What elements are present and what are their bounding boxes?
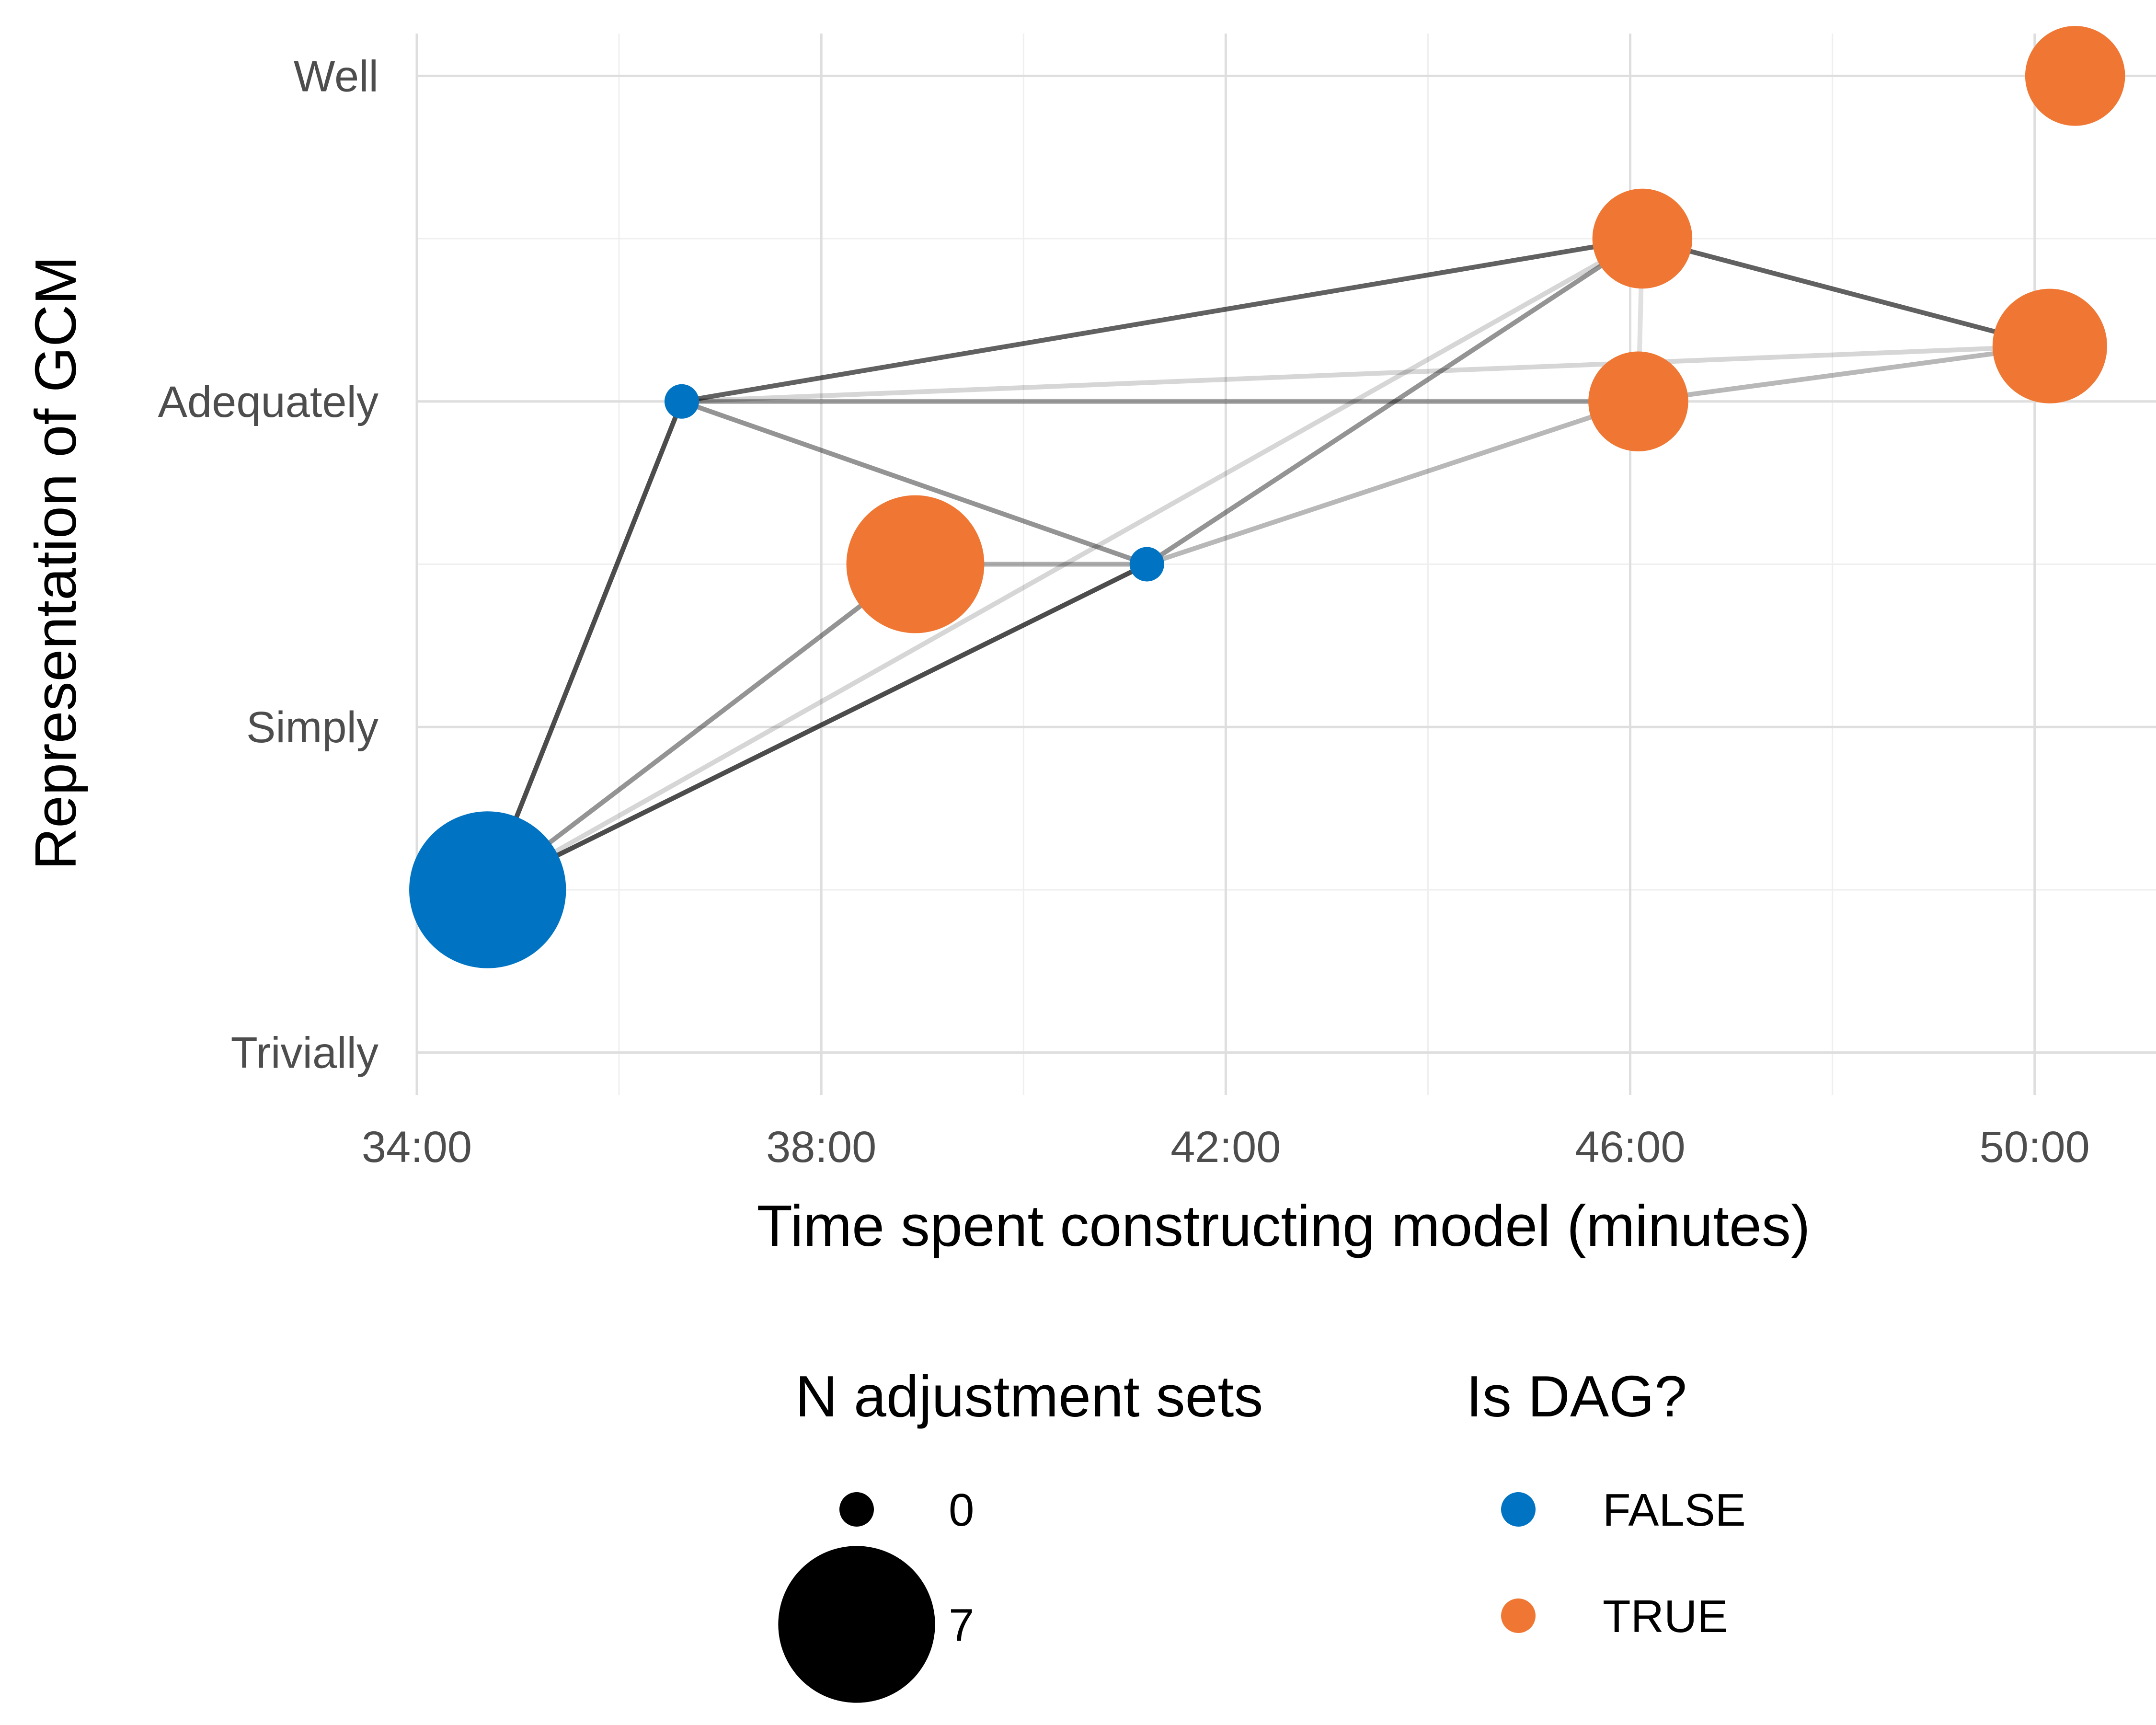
data-point [846, 495, 985, 633]
size-legend-label: 7 [949, 1599, 974, 1651]
connection-line [1144, 399, 1641, 567]
size-legend-key [839, 1492, 874, 1527]
data-point [2025, 26, 2125, 126]
y-axis-title: Representation of GCM [23, 256, 88, 870]
size-legend: N adjustment sets 07 [778, 1364, 1263, 1703]
x-axis-title: Time spent constructing model (minutes) [757, 1193, 1810, 1258]
y-tick-label: Simply [246, 703, 378, 752]
size-legend-entries: 07 [778, 1484, 974, 1703]
data-points [409, 26, 2125, 968]
x-axis-tick-labels: 34:00 38:00 42:00 46:00 50:00 [362, 1123, 2090, 1172]
color-legend-key [1501, 1492, 1536, 1527]
axes: 34:00 38:00 42:00 46:00 50:00 Trivially Simpl… [23, 52, 2090, 1258]
x-tick-label: 38:00 [766, 1123, 876, 1172]
color-legend-title: Is DAG? [1466, 1364, 1687, 1429]
y-tick-label: Well [294, 52, 378, 101]
data-point [1129, 547, 1164, 582]
connection-line [1640, 236, 2053, 349]
y-tick-label: Adequately [158, 378, 378, 426]
connection-lines [485, 236, 2053, 892]
color-legend-label: TRUE [1603, 1591, 1728, 1642]
size-legend-title: N adjustment sets [795, 1364, 1263, 1429]
color-legend-key [1501, 1598, 1536, 1633]
connection-line [485, 562, 918, 892]
x-tick-label: 50:00 [1980, 1123, 2090, 1172]
connection-line [485, 236, 1645, 892]
data-point [1992, 288, 2107, 403]
data-point [1588, 351, 1688, 452]
x-tick-label: 34:00 [362, 1123, 472, 1172]
connection-line [679, 399, 1149, 567]
data-point [664, 384, 699, 419]
connection-line [485, 399, 684, 892]
color-legend: Is DAG? FALSE TRUE [1466, 1364, 1746, 1642]
size-legend-key [778, 1546, 935, 1703]
grid-lines [415, 34, 2156, 1095]
size-legend-label: 0 [949, 1484, 974, 1536]
connection-line [485, 562, 1149, 892]
y-tick-label: Trivially [231, 1029, 378, 1078]
data-point [409, 811, 566, 968]
data-point [1592, 188, 1693, 289]
connection-line [1144, 236, 1645, 567]
color-legend-entries: FALSE TRUE [1501, 1484, 1746, 1642]
x-tick-label: 46:00 [1575, 1123, 1685, 1172]
color-legend-label: FALSE [1603, 1484, 1746, 1536]
connection-line [679, 344, 2053, 404]
connection-line [679, 236, 1645, 404]
y-axis-tick-labels: Trivially Simply Adequately Well [158, 52, 378, 1077]
x-tick-label: 42:00 [1170, 1123, 1281, 1172]
connection-line [1636, 344, 2053, 404]
